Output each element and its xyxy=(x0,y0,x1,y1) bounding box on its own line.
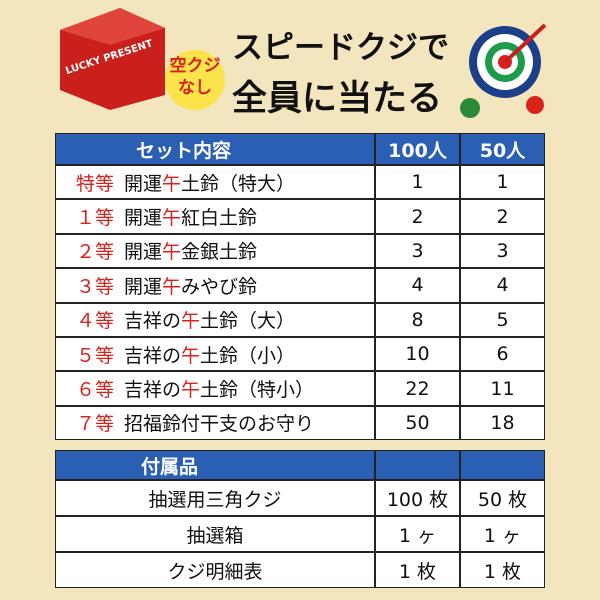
count-100: 8 xyxy=(375,302,460,337)
item-part: 午 xyxy=(162,241,182,264)
item-part: 金銀土鈴 xyxy=(181,241,258,264)
title-line1: スピードクジで xyxy=(232,30,449,66)
column-header: セット内容 xyxy=(55,133,375,165)
accessory-name: 抽選箱 xyxy=(55,516,375,552)
item-part: 午 xyxy=(181,310,201,333)
rank: １等 xyxy=(76,207,115,230)
item-cell: ４等 吉祥の午土鈴（大） xyxy=(55,302,375,337)
item-part: 開運 xyxy=(124,207,163,230)
accessory-count: 1 枚 xyxy=(375,552,460,588)
count-100: 2 xyxy=(375,199,460,234)
rank: ３等 xyxy=(76,275,115,298)
item-part: 吉祥の xyxy=(124,310,182,333)
rank: ２等 xyxy=(76,241,115,264)
item-part: 吉祥の xyxy=(124,379,182,402)
accessory-count: 1 ヶ xyxy=(375,516,460,552)
count-50: 18 xyxy=(460,405,545,441)
badge-text: 空クジなし xyxy=(169,56,221,98)
item-part: 午 xyxy=(162,172,182,195)
badge-wrap: 空クジなし xyxy=(169,56,221,98)
rank: ６等 xyxy=(76,379,115,402)
rank: 特等 xyxy=(76,172,115,195)
rank: ７等 xyxy=(76,413,115,436)
item-part: みやび鈴 xyxy=(181,275,258,298)
accessories-header: 付属品 xyxy=(55,450,375,480)
accessory-name: クジ明細表 xyxy=(55,552,375,588)
accessory-count: 50 枚 xyxy=(460,480,545,516)
title-line2: 全員に当たる xyxy=(232,79,442,119)
item-part: 吉祥の xyxy=(124,344,182,367)
pine xyxy=(460,98,480,118)
item-part: 午 xyxy=(162,275,182,298)
item-cell: ７等 招福鈴付干支のお守り xyxy=(55,405,375,441)
rank: ５等 xyxy=(76,344,115,367)
item-part: 招福鈴付干支のお守り xyxy=(124,413,315,436)
count-50: 1 xyxy=(460,165,545,200)
accessory-count: 100 枚 xyxy=(375,480,460,516)
header-blank xyxy=(460,450,545,480)
count-100: 22 xyxy=(375,371,460,406)
arrow xyxy=(503,23,547,64)
item-cell: ２等 開運午金銀土鈴 xyxy=(55,233,375,269)
count-50: 6 xyxy=(460,337,545,372)
header-art: LUCKY PRESENT 空クジなし スピードクジで 全員に当たる xyxy=(60,8,547,119)
header-blank xyxy=(375,450,460,480)
accessory-count: 1 ヶ xyxy=(460,516,545,552)
item-part: 土鈴（特大） xyxy=(181,172,296,195)
item-cell: ３等 開運午みやび鈴 xyxy=(55,268,375,303)
item-part: 土鈴（小） xyxy=(200,344,296,367)
item-part: 開運 xyxy=(124,172,163,195)
count-100: 10 xyxy=(375,337,460,372)
item-part: 午 xyxy=(162,207,182,230)
item-part: 土鈴（特小） xyxy=(200,379,315,402)
accessory-name: 抽選用三角クジ xyxy=(55,480,375,516)
item-part: 開運 xyxy=(124,275,163,298)
item-part: 午 xyxy=(181,379,201,402)
item-cell: 特等 開運午土鈴（特大） xyxy=(55,165,375,200)
count-100: 50 xyxy=(375,405,460,441)
badge xyxy=(165,50,225,110)
accessory-count: 1 枚 xyxy=(460,552,545,588)
count-50: 3 xyxy=(460,233,545,269)
count-50: 11 xyxy=(460,371,545,406)
item-cell: １等 開運午紅白土鈴 xyxy=(55,199,375,234)
item-part: 紅白土鈴 xyxy=(181,207,258,230)
plum xyxy=(526,96,544,114)
item-cell: ６等 吉祥の午土鈴（特小） xyxy=(55,371,375,406)
count-100: 1 xyxy=(375,165,460,200)
item-part: 開運 xyxy=(124,241,163,264)
count-50: 4 xyxy=(460,268,545,303)
column-header: 50人 xyxy=(460,133,545,165)
count-100: 4 xyxy=(375,268,460,303)
item-part: 土鈴（大） xyxy=(200,310,296,333)
count-50: 5 xyxy=(460,302,545,337)
box-top xyxy=(60,8,165,45)
item-part: 午 xyxy=(181,344,201,367)
count-50: 2 xyxy=(460,199,545,234)
count-100: 3 xyxy=(375,233,460,269)
item-cell: ５等 吉祥の午土鈴（小） xyxy=(55,337,375,372)
rank: ４等 xyxy=(76,310,115,333)
column-header: 100人 xyxy=(375,133,460,165)
